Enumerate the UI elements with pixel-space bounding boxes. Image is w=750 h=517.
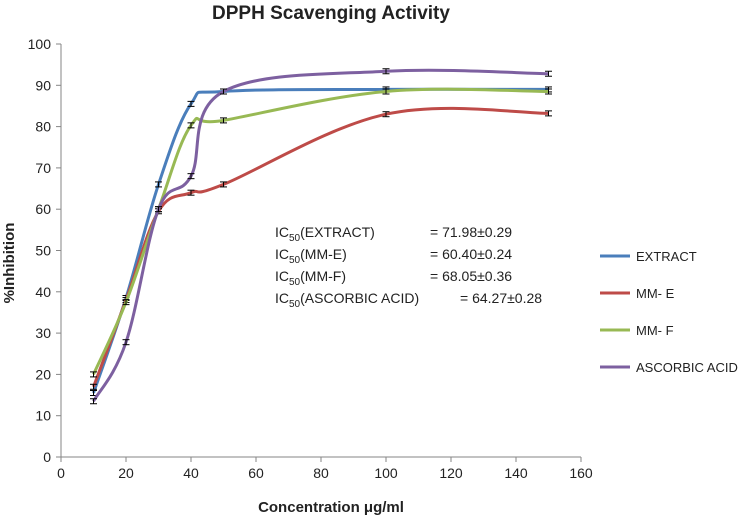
y-tick-label: 0 bbox=[43, 449, 51, 465]
axes bbox=[56, 43, 582, 462]
series-line bbox=[92, 87, 549, 376]
data-point bbox=[382, 111, 390, 118]
data-point bbox=[90, 398, 97, 405]
tick-labels: 0 10 20 30 40 50 60 70 80 90 100 0 20 40 60 80 100 120 140… bbox=[28, 36, 593, 481]
legend-item: MM- F bbox=[600, 323, 674, 338]
chart-title: DPPH Scavenging Activity bbox=[212, 3, 450, 24]
data-point bbox=[90, 371, 97, 378]
legend-label: MM- F bbox=[636, 323, 674, 338]
data-point bbox=[545, 110, 552, 117]
x-tick-label: 60 bbox=[248, 465, 264, 481]
data-point bbox=[187, 189, 195, 196]
data-point bbox=[122, 339, 130, 346]
legend: EXTRACT MM- E MM- F ASCORBIC ACID bbox=[600, 249, 738, 375]
x-tick-label: 40 bbox=[183, 465, 199, 481]
legend-label: ASCORBIC ACID bbox=[636, 360, 738, 375]
data-point bbox=[187, 173, 195, 180]
x-tick-label: 0 bbox=[57, 465, 65, 481]
ic50-label: IC50(EXTRACT) bbox=[275, 224, 375, 244]
x-tick-label: 20 bbox=[118, 465, 134, 481]
x-tick-label: 140 bbox=[504, 465, 528, 481]
y-tick-label: 40 bbox=[35, 284, 51, 300]
legend-label: MM- E bbox=[636, 286, 675, 301]
ic50-value: = 68.05±0.36 bbox=[430, 268, 512, 284]
data-point bbox=[382, 68, 390, 75]
data-point bbox=[382, 88, 390, 95]
data-point bbox=[155, 206, 162, 213]
y-tick-label: 30 bbox=[35, 325, 51, 341]
x-tick-label: 100 bbox=[374, 465, 398, 481]
y-tick-label: 20 bbox=[35, 366, 51, 382]
series-line bbox=[92, 87, 549, 394]
data-point bbox=[220, 88, 227, 95]
data-point bbox=[545, 70, 552, 77]
ic50-value: = 71.98±0.29 bbox=[430, 224, 512, 240]
data-point bbox=[220, 117, 227, 124]
ic50-annotations: IC50(EXTRACT) = 71.98±0.29 IC50(MM-E) = 60.… bbox=[275, 224, 542, 310]
ic50-label: IC50(MM-E) bbox=[275, 246, 347, 266]
series-line bbox=[92, 68, 549, 403]
data-point bbox=[122, 299, 130, 306]
x-axis-title: Concentration μg/ml bbox=[258, 499, 404, 516]
ic50-label: IC50(MM-F) bbox=[275, 268, 346, 288]
x-tick-label: 160 bbox=[569, 465, 593, 481]
ic50-value: = 64.27±0.28 bbox=[460, 290, 542, 306]
legend-label: EXTRACT bbox=[636, 249, 697, 264]
data-point bbox=[220, 181, 227, 188]
x-tick-label: 120 bbox=[439, 465, 463, 481]
ic50-value: = 60.40±0.24 bbox=[430, 246, 512, 262]
data-point bbox=[187, 100, 195, 107]
y-tick-label: 60 bbox=[35, 201, 51, 217]
ic50-label: IC50(ASCORBIC ACID) bbox=[275, 290, 419, 310]
y-axis-title: %Inhibition bbox=[1, 223, 18, 304]
legend-item: EXTRACT bbox=[600, 249, 697, 264]
data-point bbox=[90, 383, 97, 390]
y-tick-label: 10 bbox=[35, 408, 51, 424]
y-tick-label: 100 bbox=[28, 36, 52, 52]
y-tick-label: 50 bbox=[35, 243, 51, 259]
data-point bbox=[545, 88, 552, 95]
data-point bbox=[187, 122, 195, 129]
series-ascorbic-acid bbox=[90, 68, 552, 405]
y-tick-label: 70 bbox=[35, 160, 51, 176]
legend-item: ASCORBIC ACID bbox=[600, 360, 738, 375]
series-extract bbox=[90, 86, 552, 396]
y-tick-label: 90 bbox=[35, 77, 51, 93]
series-layer bbox=[90, 68, 552, 405]
y-tick-label: 80 bbox=[35, 119, 51, 135]
legend-item: MM- E bbox=[600, 286, 675, 301]
x-tick-label: 80 bbox=[313, 465, 329, 481]
data-point bbox=[155, 181, 162, 188]
